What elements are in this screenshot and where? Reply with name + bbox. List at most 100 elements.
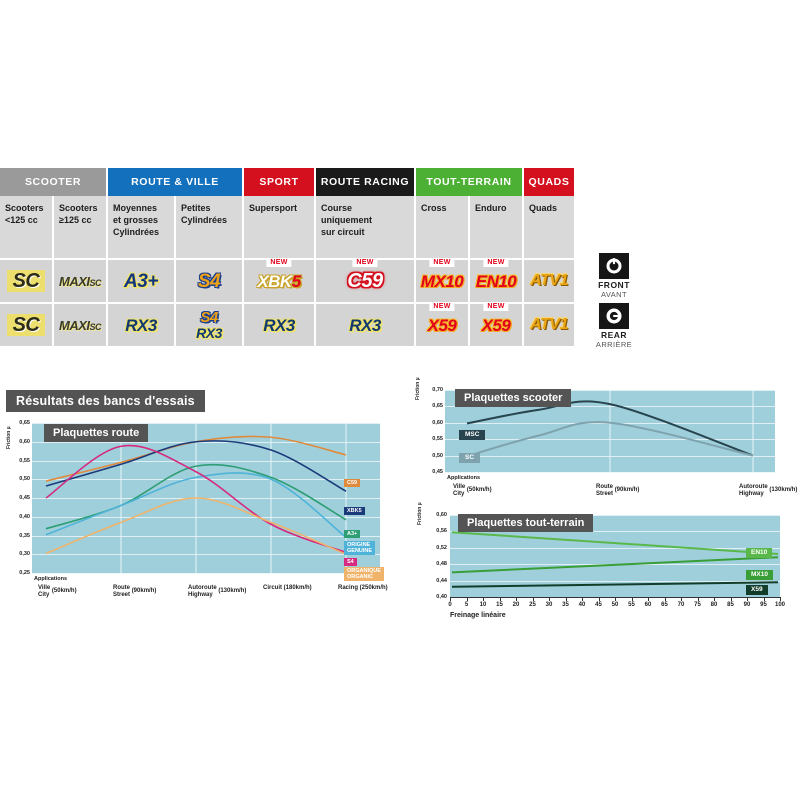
x-axis-label: Freinage linéaire [450,612,506,619]
table-description-cell: Cross [416,196,470,258]
new-badge: NEW [483,258,509,267]
product-badge-rx3: RX3 [125,315,157,335]
product-cell: RX3 [108,302,176,346]
position-legend-item: FRONT AVANT [583,253,645,299]
gridline [32,479,380,481]
gridline [32,423,380,424]
new-badge: NEW [266,258,292,267]
table-description-row: Scooters <125 cc Scooters ≥125 cc Moyennes et… [0,196,648,258]
y-axis-label: Friction µ [6,426,12,449]
product-cell: SC [0,258,54,302]
x-axis-tick: 25 [529,602,536,608]
product-badge-s4: S4 [197,270,221,292]
product-badge-sc: SC [6,270,46,292]
x-axis-tick: Ville City (50km/h) [38,585,77,598]
y-axis-tick: 0,55 [19,457,30,464]
y-axis-tick: 0,44 [436,577,447,584]
y-axis-tick: 0,50 [432,452,443,459]
product-cell: NEW C59 [316,258,416,302]
gridline [450,515,780,516]
product-cell: NEW EN10 [470,258,524,302]
chart-title: Plaquettes route [44,424,149,442]
x-axis-line [450,597,780,598]
product-cell: ATV1 [524,302,576,346]
gridline [32,460,380,462]
chart-plaquettes-route: Plaquettes route Friction µ 0,65 0,60 0,55 0,… [0,415,400,615]
x-axis-tick: 30 [545,602,553,608]
legend-item-s4: S4 [344,558,357,566]
product-badge-maxi-sc: MAXISC [58,273,101,289]
product-badge-c59: C59 [347,270,383,292]
product-badge-rx3: RX3 [349,315,381,335]
product-badge-x59: X59 [481,315,511,335]
x-axis-tickmark [499,597,501,601]
y-axis-tick: 0,48 [436,561,447,568]
series-line [45,444,347,554]
legend-item-organique-organic: ORGANIQUE ORGANIC [344,567,384,581]
x-axis-tick: Circuit (180km/h) [263,585,312,591]
product-cell: NEW X59 [470,302,524,346]
x-axis-tick: 5 [464,602,469,608]
x-axis-tickmark [780,597,781,601]
x-axis-tickmark [582,597,583,601]
position-legend-main: FRONT [598,280,630,290]
product-badge-rx3: RX3 [196,325,222,341]
position-legend-sub: AVANT [601,290,627,299]
legend-item-x59: X59 [746,585,768,595]
x-axis-tick: 100 [775,602,786,608]
table-header-tout-terrain: TOUT-TERRAIN [416,168,524,196]
chart-title: Plaquettes tout-terrain [458,514,594,532]
x-axis-tick: 15 [496,602,503,608]
application-table: SCOOTER ROUTE & VILLE SPORT ROUTE RACING TOU… [0,168,648,346]
series-line [451,581,779,588]
position-legend-sub: ARRIÈRE [595,340,633,349]
x-axis-tick: Autoroute Highway (130km/h) [739,484,798,497]
x-axis-tickmark [450,597,451,601]
chart-lines [466,390,754,472]
x-axis-tick: 70 [677,602,685,608]
product-badge-maxi-sc: MAXISC [58,317,101,333]
x-axis-tick: 55 [628,602,635,608]
gridline [32,441,380,443]
table-description-cell: Quads [524,196,576,258]
product-cell: NEW XBK5 [244,258,316,302]
x-axis-tick: Racing (250km/h) [338,585,388,591]
x-axis-tick: Route Street (90km/h) [113,585,157,598]
section-title: Résultats des bancs d'essais [6,390,205,412]
x-axis-tick: 90 [743,602,751,608]
x-axis-tickmark [664,597,666,601]
x-axis-tickmark [681,597,682,601]
product-cell: S4 RX3 [176,302,244,346]
gridline [450,547,780,549]
gridline [32,535,380,537]
x-axis-tick: 65 [661,602,668,608]
position-legend-item: REAR ARRIÈRE [583,303,645,349]
series-line [451,531,779,555]
table-header-quads: QUADS [524,168,576,196]
x-axis-tick: 95 [760,602,767,608]
x-axis-tickmark [697,597,699,601]
y-axis-tick: 0,30 [19,551,30,558]
x-axis-tick: 0 [448,602,452,608]
x-axis-tick: Route Street (90km/h) [596,484,640,497]
front-disc-icon [599,253,629,279]
x-axis-tickmark [532,597,534,601]
product-cell: NEW X59 [416,302,470,346]
gridline [32,516,380,518]
x-axis-tick: 10 [479,602,487,608]
product-badge-sc: SC [6,314,46,336]
x-axis-tickmark [714,597,715,601]
product-cell: RX3 [316,302,416,346]
gridline [32,554,380,556]
table-description-cell: Course uniquement sur circuit [316,196,416,258]
legend-item-en10: EN10 [746,548,773,558]
y-axis-tick: 0,70 [432,387,443,393]
product-cell: MAXISC [54,258,108,302]
position-legend: FRONT AVANT REAR ARRIÈRE [583,253,645,353]
product-cell: NEW MX10 [416,258,470,302]
x-axis-tickmark [730,597,732,601]
table-front-pads-row: SC MAXISC A3+ S4 NEW XBK5 NEW C59 NEW MX10 NEW EN10… [0,258,648,302]
table-description-cell: Supersport [244,196,316,258]
table-description-cell: Moyennes et grosses Cylindrées [108,196,176,258]
